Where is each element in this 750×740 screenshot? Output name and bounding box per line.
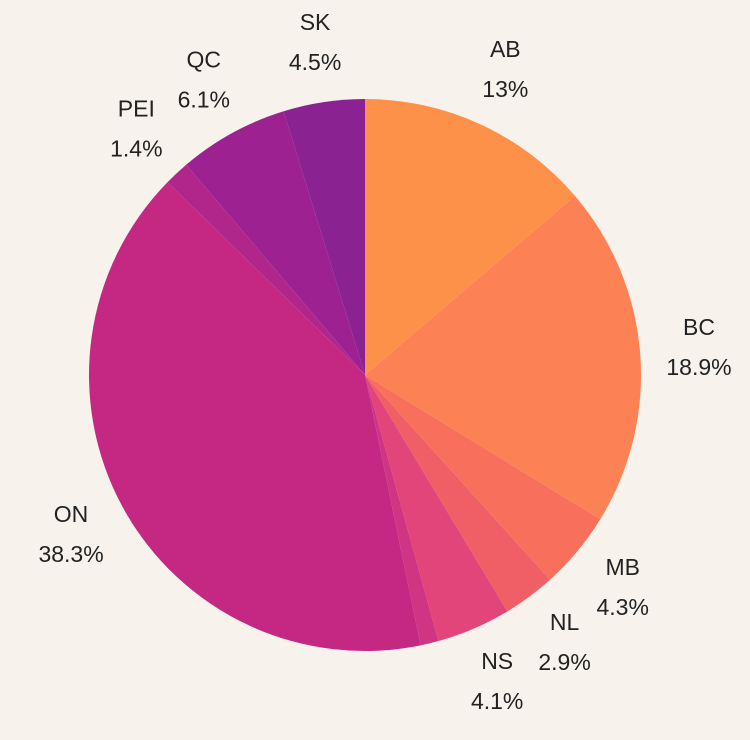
pie-slice [167, 164, 365, 375]
value-label: 6.1% [178, 86, 230, 112]
pie-slice [365, 375, 551, 612]
slice-label: QC [187, 46, 222, 72]
value-label: 4.1% [471, 688, 523, 714]
value-label: 38.3% [38, 541, 103, 567]
value-label: 4.5% [289, 49, 341, 75]
value-label: 2.9% [538, 649, 590, 675]
slice-label: PEI [118, 95, 155, 121]
slice-label: AB [490, 36, 521, 62]
pie-slice [88, 182, 421, 652]
slice-label: MB [605, 554, 640, 580]
slice-label: ON [54, 501, 89, 527]
value-label: 4.3% [596, 594, 648, 620]
pie-slice [365, 375, 508, 642]
value-label: 18.9% [666, 354, 731, 380]
slice-label: BC [683, 314, 715, 340]
pie-slice [365, 375, 439, 646]
slice-label: SK [300, 9, 331, 35]
value-label: 1.4% [110, 135, 162, 161]
value-label: 13% [482, 76, 528, 102]
slice-label: NL [550, 609, 580, 635]
pie-slice [365, 195, 641, 520]
pie-slice [283, 99, 365, 375]
slice-label: NS [481, 648, 513, 674]
pie-slice [365, 99, 575, 375]
pie-slice [365, 375, 601, 580]
pie-slice [186, 111, 365, 375]
